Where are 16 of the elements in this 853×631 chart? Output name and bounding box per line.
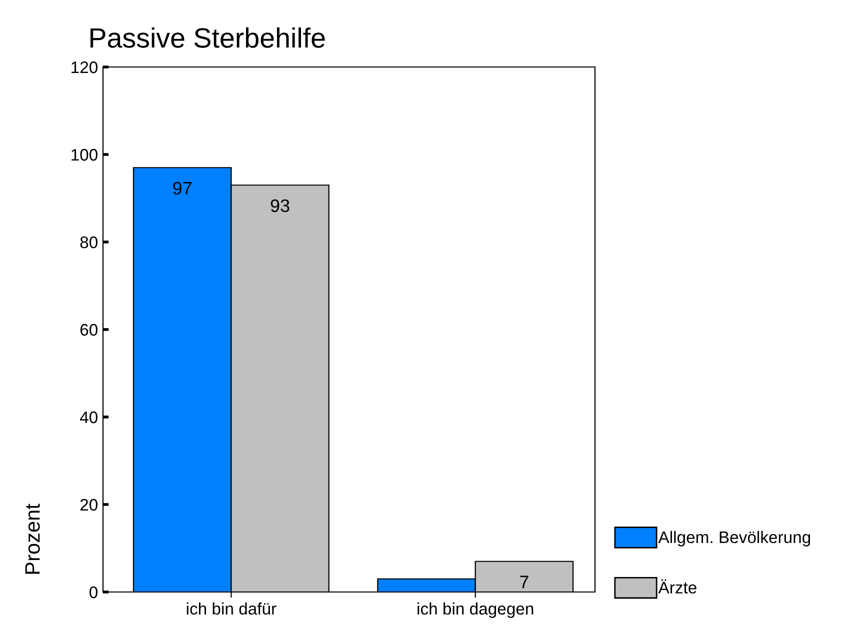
legend-label: Ärzte xyxy=(658,579,696,594)
x-tick-label: ich bin dafür xyxy=(186,602,276,615)
y-tick-label: 20 xyxy=(80,498,98,511)
y-axis-title: Prozent xyxy=(25,504,40,574)
data-label: 7 xyxy=(520,576,528,588)
y-tick-label: 120 xyxy=(72,61,98,74)
legend-label: Allgem. Bevölkerung xyxy=(658,530,810,546)
data-label: 93 xyxy=(270,199,290,212)
y-tick-label: 100 xyxy=(72,148,98,161)
data-label: 97 xyxy=(173,182,192,195)
x-tick-label: ich bin dagegen xyxy=(418,602,534,618)
y-tick-label: 60 xyxy=(80,324,98,336)
y-tick-label: 0 xyxy=(90,586,98,598)
y-tick-label: 40 xyxy=(80,411,98,424)
y-tick-label: 80 xyxy=(80,236,98,248)
chart-title: Passive Sterbehilfe xyxy=(90,27,325,48)
